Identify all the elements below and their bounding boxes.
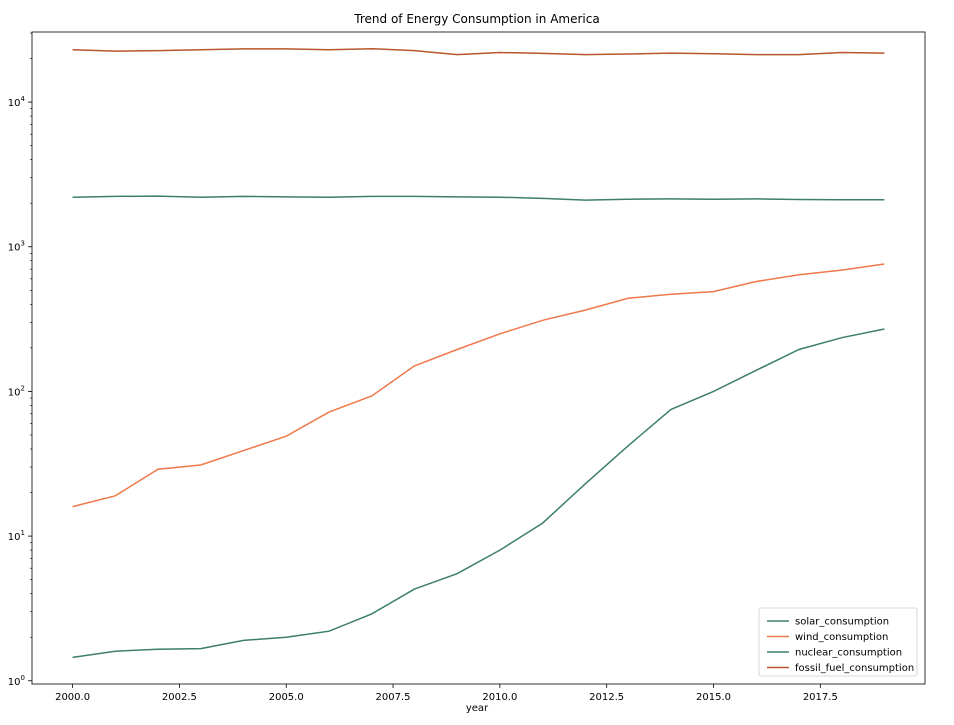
series-line-solar-consumption (72, 328, 885, 659)
y-tick-label: 103 (8, 240, 25, 254)
y-tick-label: 102 (8, 384, 25, 398)
plot-area: 100 101 102 103 104 2000.0 2002.5 2005.0 2007.5 2… (8, 31, 926, 703)
y-tick-label: 104 (8, 95, 26, 109)
x-tick-label: 2000.0 (55, 692, 90, 703)
chart-title: Trend of Energy Consumption in America (353, 12, 599, 26)
axes-frame (31, 31, 926, 685)
x-tick-label: 2005.0 (269, 692, 304, 703)
x-tick-label: 2017.5 (803, 692, 838, 703)
series-line-nuclear-consumption (72, 195, 885, 201)
legend-box (758, 607, 918, 677)
series-line-wind-consumption (72, 263, 885, 508)
x-tick-label: 2012.5 (589, 692, 624, 703)
x-axis-label: year (466, 703, 489, 714)
y-tick-label: 101 (8, 529, 25, 543)
x-tick-label: 2015.0 (696, 692, 731, 703)
legend-label: solar_consumption (795, 617, 889, 628)
y-tick-label: 100 (8, 674, 25, 688)
legend-label: fossil_fuel_consumption (795, 663, 914, 674)
x-tick-label: 2002.5 (162, 692, 197, 703)
series-line-fossil-fuel-consumption (72, 47, 885, 56)
legend-label: wind_consumption (795, 632, 888, 643)
legend-label: nuclear_consumption (795, 648, 902, 659)
x-tick-label: 2010.0 (482, 692, 517, 703)
x-tick-label: 2007.5 (376, 692, 411, 703)
legend: solar_consumption wind_consumptionnuclear… (758, 607, 918, 677)
